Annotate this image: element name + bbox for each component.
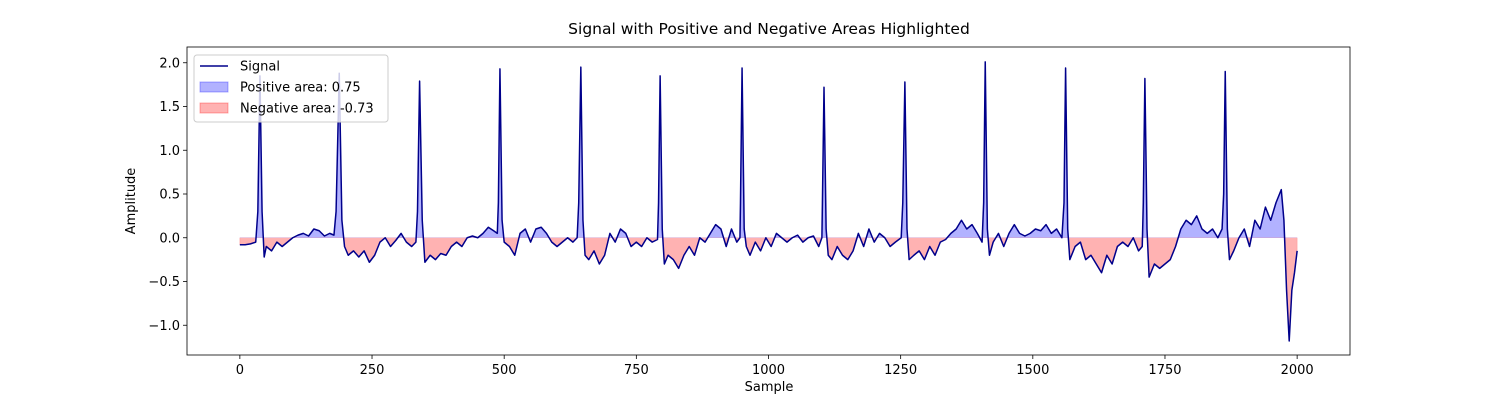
x-tick-label: 500 xyxy=(492,363,517,378)
y-tick-label: 0.5 xyxy=(159,188,180,203)
y-tick-label: 0.0 xyxy=(159,231,180,246)
y-tick-label: 1.5 xyxy=(159,100,180,115)
axes-frame xyxy=(186,46,1351,356)
legend-patch xyxy=(199,102,229,114)
x-axis-label: Sample xyxy=(745,380,794,395)
x-tick-label: 1000 xyxy=(752,363,785,378)
x-tick-label: 1250 xyxy=(884,363,917,378)
x-tick-label: 750 xyxy=(624,363,649,378)
chart-title: Signal with Positive and Negative Areas … xyxy=(568,20,970,38)
legend-patch xyxy=(199,81,229,93)
signal-line xyxy=(239,61,1298,342)
y-tick-label: −1.0 xyxy=(148,319,180,334)
y-axis-label: Amplitude xyxy=(124,168,139,235)
legend-label: Positive area: 0.75 xyxy=(240,81,361,96)
x-tick-label: 0 xyxy=(236,363,244,378)
y-tick-label: −0.5 xyxy=(148,275,180,290)
x-tick-label: 1750 xyxy=(1148,363,1181,378)
y-tick-label: 1.0 xyxy=(159,144,180,159)
x-tick-label: 1500 xyxy=(1016,363,1049,378)
legend-box xyxy=(193,54,389,123)
x-tick-label: 250 xyxy=(360,363,385,378)
legend-label: Signal xyxy=(240,60,280,75)
y-tick-label: 2.0 xyxy=(159,56,180,71)
x-tick-label: 2000 xyxy=(1281,363,1314,378)
legend-label: Negative area: -0.73 xyxy=(240,102,374,117)
